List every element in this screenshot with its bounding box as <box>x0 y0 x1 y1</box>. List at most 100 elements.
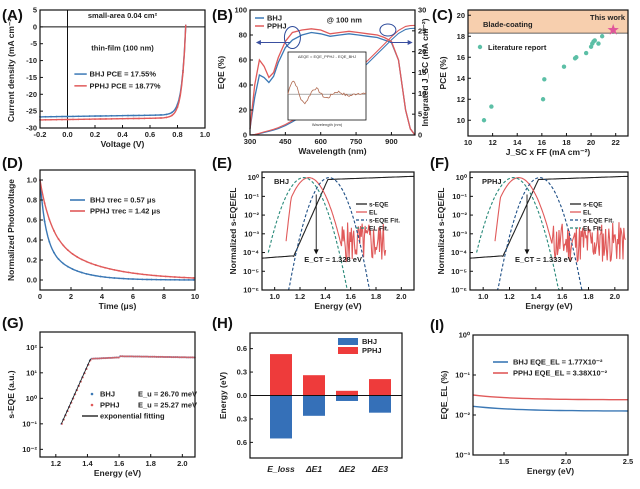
legend-label: exponential fitting <box>100 412 165 421</box>
literature-point <box>489 104 494 109</box>
data-point <box>93 357 96 360</box>
data-point <box>61 115 63 118</box>
bar-bhj <box>336 395 358 401</box>
data-point <box>146 278 148 281</box>
data-point <box>108 267 111 270</box>
data-point <box>148 355 151 358</box>
panel-d: (D) 0 2 4 6 8 10 0.0 0.2 0.4 0.6 0.8 1.0 Time (μs) Nor… <box>2 155 199 311</box>
data-point <box>83 118 85 121</box>
y-axis-label: EQE_EL (%) <box>439 370 449 419</box>
data-point <box>163 355 166 358</box>
y-tick-label: 60 <box>239 56 247 65</box>
category-label: ΔE2 <box>338 464 355 474</box>
data-point <box>142 355 145 358</box>
data-point <box>71 268 74 270</box>
inset-xlabel: Wavelength (nm) <box>312 122 343 127</box>
legend-swatch <box>338 347 358 354</box>
data-point <box>71 253 74 255</box>
y-axis-label: PCE (%) <box>438 56 448 89</box>
x-axis-label: J_SC x FF (mA cm⁻²) <box>506 147 591 157</box>
data-point <box>117 356 120 359</box>
plot-frame <box>39 331 196 458</box>
data-point <box>105 115 107 117</box>
data-point <box>67 265 69 268</box>
y-tick-label: 0 <box>243 131 247 140</box>
data-point <box>94 264 97 266</box>
y-tick-label: 10⁻¹ <box>22 419 37 428</box>
y-tick-label: -15 <box>26 73 37 82</box>
data-point <box>146 355 149 358</box>
panel-label: (B) <box>212 7 233 24</box>
y-tick-label: 20 <box>457 11 465 20</box>
data-point <box>136 272 139 275</box>
data-point <box>104 266 106 269</box>
y-tick-label: 10⁻⁶ <box>451 286 467 295</box>
panel-h: (H) E_loss ΔE1 ΔE2 ΔE3 0.6 0.3 0.0 0.3 0.6 Energy … <box>212 315 403 474</box>
ect-arrow-head <box>524 249 530 255</box>
literature-point <box>481 118 487 123</box>
legend-label: BHJ EQE_EL = 1.77X10⁻² <box>513 358 603 367</box>
x-tick-label: 1.0 <box>478 292 488 301</box>
data-point <box>138 114 140 117</box>
data-point <box>171 111 173 114</box>
data-point <box>182 71 184 74</box>
data-point <box>50 118 52 121</box>
data-point <box>155 278 158 281</box>
x-tick-label: 12 <box>488 138 496 147</box>
data-point <box>176 356 179 359</box>
y-tick-label: 10⁻⁴ <box>451 248 467 257</box>
x-tick-label: 1.4 <box>531 292 542 301</box>
literature-point <box>540 97 546 102</box>
bar-bhj <box>270 395 292 439</box>
data-point <box>171 114 173 117</box>
y-tick-label: 20 <box>239 106 247 115</box>
legend-label: PPHJ PCE = 18.77% <box>90 81 161 90</box>
data-point <box>169 356 172 359</box>
data-point <box>53 251 55 254</box>
annotation: @ 100 nm <box>327 16 363 25</box>
data-point <box>132 272 134 274</box>
panel-g: (G) 1.2 1.4 1.6 1.8 2.0 10² 10¹ 10⁰ 10⁻¹ 10⁻² Energ… <box>2 315 197 478</box>
x-tick-label: 2.0 <box>610 292 620 301</box>
data-point <box>132 114 135 117</box>
data-point <box>136 278 139 281</box>
y-tick-label: 100 <box>234 6 247 15</box>
data-point <box>190 356 193 359</box>
x-tick-label: 2.5 <box>623 457 633 466</box>
data-point <box>140 355 143 358</box>
data-point <box>183 278 186 281</box>
panel-b: (B) ΔEQE = EQE_PPHJ - EQE_BHJ Wavelength (… <box>212 6 430 157</box>
data-point <box>165 113 168 116</box>
this-work-label: This work <box>590 13 626 22</box>
legend-label: BHJ <box>100 390 115 399</box>
data-point <box>113 277 116 279</box>
s-eqe-line <box>469 175 629 259</box>
y-tick-label: 10⁻³ <box>244 229 259 238</box>
data-point <box>43 202 46 205</box>
data-point <box>66 118 69 121</box>
data-point <box>127 117 129 120</box>
x-tick-label: 0.6 <box>145 130 155 139</box>
legend-label: PPHJ <box>100 401 120 410</box>
legend-label: BHJ <box>362 337 377 346</box>
data-point <box>178 276 181 279</box>
data-point <box>149 117 151 120</box>
data-point <box>76 270 79 272</box>
fit-line <box>61 358 91 424</box>
eqe-line-pphj <box>249 28 416 136</box>
data-point <box>141 278 144 281</box>
data-point <box>61 118 63 121</box>
data-point <box>98 357 101 360</box>
bar-pphj <box>369 379 391 396</box>
y-tick-label: 40 <box>239 81 247 90</box>
y-tick-label: 10 <box>457 116 465 125</box>
x-axis-label: Energy (eV) <box>527 466 574 476</box>
data-point <box>133 355 136 358</box>
y-tick-label: 0.4 <box>27 236 38 245</box>
panel-label: (G) <box>2 315 24 332</box>
data-point <box>85 260 88 263</box>
y-tick-label: 0 <box>33 22 37 31</box>
y-tick-label: 10⁻⁶ <box>243 286 259 295</box>
panel-i: (I) 1.5 2.0 2.5 10⁰ 10⁻¹ 10⁻² 10⁻³ Energy (eV) EQ… <box>430 317 633 476</box>
el-line <box>285 177 387 263</box>
